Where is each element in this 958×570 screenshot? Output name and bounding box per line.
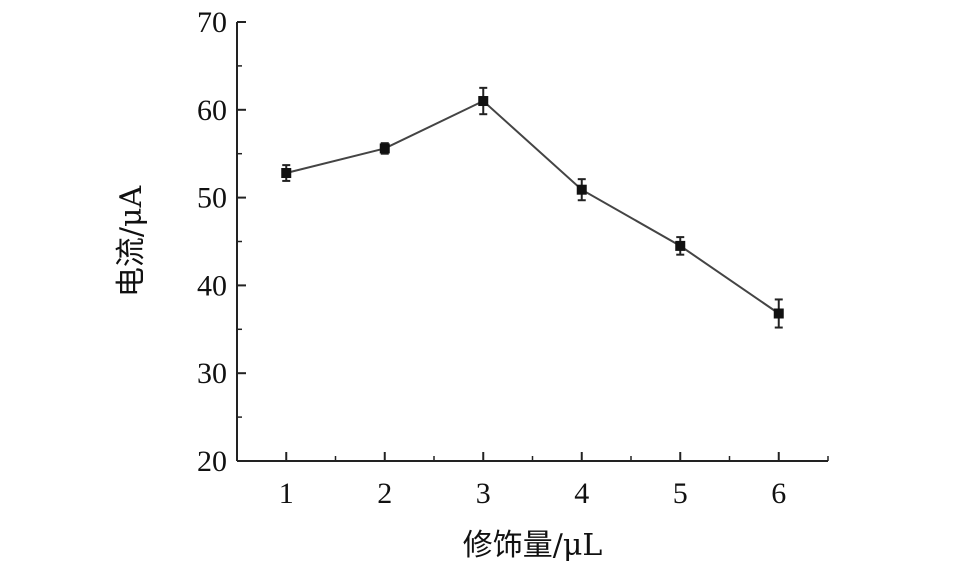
square-marker: [379, 143, 390, 154]
plot-area: [281, 86, 784, 329]
data-point: [281, 164, 292, 182]
square-marker: [675, 240, 686, 251]
x-tick-label: 4: [574, 477, 589, 510]
x-tick-label: 6: [771, 477, 786, 510]
x-tick-label: 2: [377, 477, 392, 510]
x-tick-label: 3: [476, 477, 491, 510]
y-tick-label: 40: [197, 269, 227, 302]
x-axis-title: 修饰量/μL: [463, 528, 603, 563]
x-tick-label: 1: [279, 477, 294, 510]
axes: [236, 22, 828, 462]
y-axis-title: 电流/μA: [114, 186, 149, 298]
series-line: [286, 99, 780, 315]
y-tick-label: 60: [197, 94, 227, 127]
y-tick-label: 50: [197, 182, 227, 215]
square-marker: [773, 308, 784, 319]
y-tick-label: 30: [197, 357, 227, 390]
x-tick-label: 5: [673, 477, 688, 510]
data-point: [675, 236, 686, 256]
y-axis-ticks: 20 30 40 50 60 70: [197, 6, 246, 478]
data-point: [478, 86, 489, 116]
data-point: [773, 298, 784, 329]
x-axis-ticks: 1 2 3 4 5 6: [236, 452, 829, 510]
square-marker: [281, 168, 292, 179]
y-tick-label: 70: [197, 6, 227, 39]
data-point: [576, 178, 587, 202]
square-marker: [478, 96, 489, 107]
square-marker: [576, 184, 587, 195]
y-tick-label: 20: [197, 445, 227, 478]
data-point: [379, 142, 390, 155]
